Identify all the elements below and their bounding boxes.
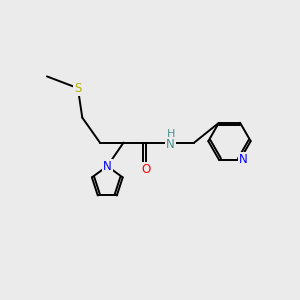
Text: H: H: [167, 129, 175, 140]
Text: N: N: [239, 153, 248, 166]
Text: N: N: [166, 139, 175, 152]
Text: S: S: [74, 82, 82, 95]
Text: N: N: [103, 160, 112, 173]
Text: O: O: [141, 163, 150, 176]
